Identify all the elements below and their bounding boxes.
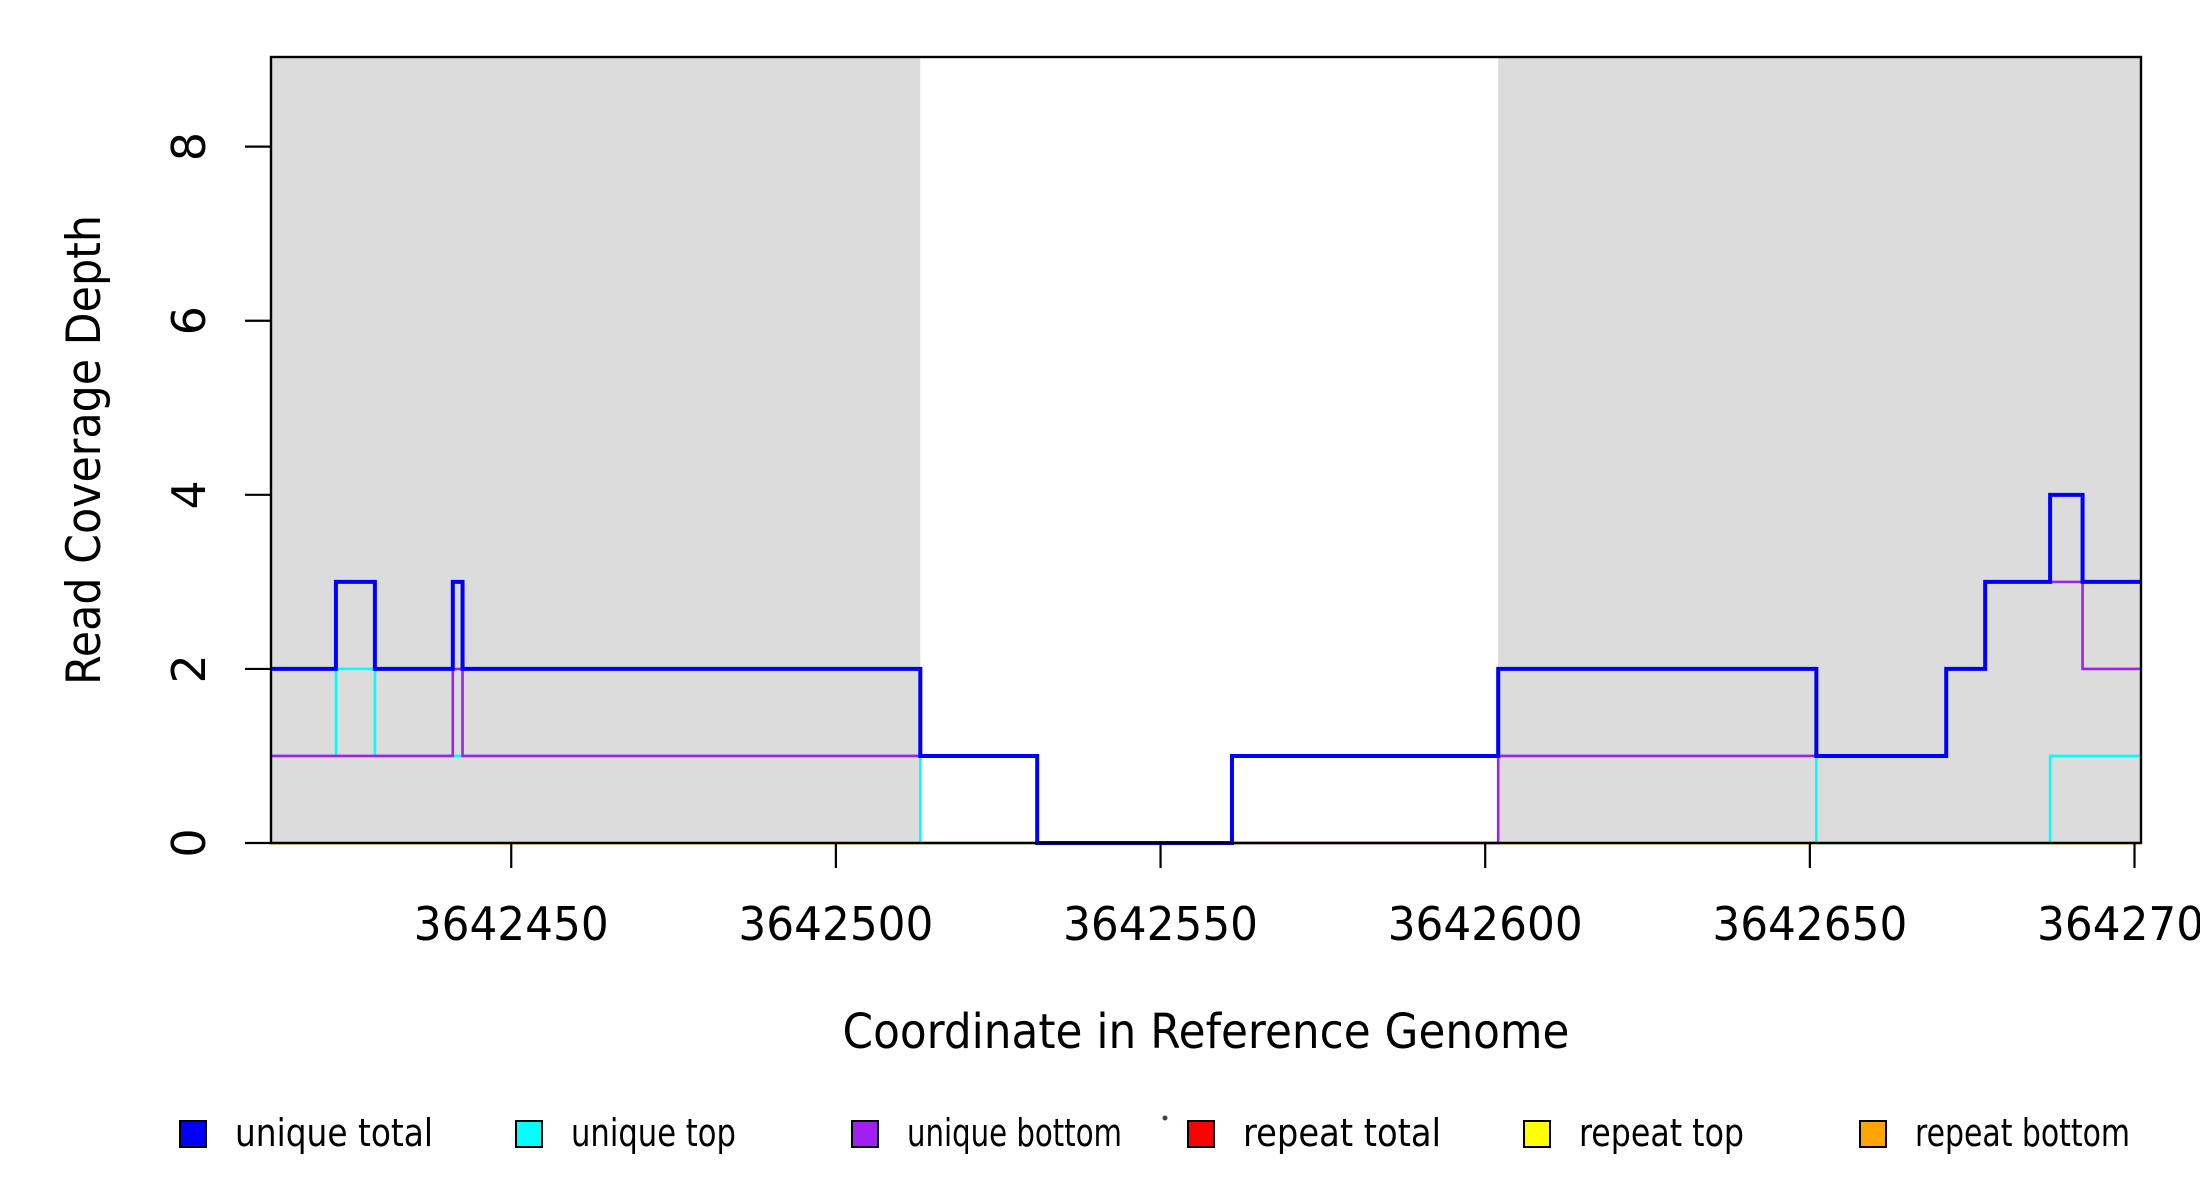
legend-swatch — [1187, 1120, 1215, 1148]
y-tick-label: 6 — [162, 306, 216, 335]
x-tick-label: 3642550 — [1063, 897, 1258, 951]
legend-item: repeat top — [1523, 1111, 1744, 1155]
legend-label: unique total — [235, 1111, 433, 1155]
y-tick-label: 0 — [162, 828, 216, 857]
y-tick-label: 2 — [162, 654, 216, 683]
legend-swatch — [1523, 1120, 1551, 1148]
plot-box — [269, 55, 2143, 845]
legend-label: unique bottom — [907, 1111, 1122, 1155]
legend-item: repeat total — [1187, 1111, 1441, 1155]
legend-item: repeat bottom — [1859, 1111, 2130, 1155]
shaded-region — [271, 57, 921, 843]
legend-swatch — [515, 1120, 543, 1148]
legend-item: unique bottom — [851, 1111, 1122, 1155]
stray-mark — [1162, 1115, 1168, 1121]
series-line-unique-total — [271, 492, 2141, 845]
legend-item: unique top — [515, 1111, 736, 1155]
legend-swatch — [851, 1120, 879, 1148]
x-tick-label: 3642450 — [414, 897, 609, 951]
legend-label: repeat bottom — [1915, 1111, 2130, 1155]
legend: unique total unique top unique bottom repea… — [179, 1111, 2130, 1155]
x-tick-label: 3642500 — [738, 897, 933, 951]
x-axis-title: Coordinate in Reference Genome — [843, 1004, 1570, 1060]
legend-item: unique total — [179, 1111, 433, 1155]
legend-label: unique top — [571, 1111, 736, 1155]
repeat-region-shading — [271, 57, 2141, 843]
shaded-region — [1498, 57, 2141, 843]
x-tick-label: 3642650 — [1712, 897, 1907, 951]
legend-label: repeat top — [1579, 1111, 1744, 1155]
y-axis-title: Read Coverage Depth — [57, 215, 112, 685]
x-axis: 3642450 3642500 3642550 3642600 3642650 36427… — [414, 843, 2200, 951]
y-tick-label: 4 — [162, 480, 216, 509]
y-axis: 0 2 4 6 8 — [162, 132, 271, 858]
y-tick-label: 8 — [162, 132, 216, 161]
x-tick-label: 3642600 — [1388, 897, 1583, 951]
legend-label: repeat total — [1243, 1111, 1441, 1155]
legend-swatch — [179, 1120, 207, 1148]
legend-swatch — [1859, 1120, 1887, 1148]
